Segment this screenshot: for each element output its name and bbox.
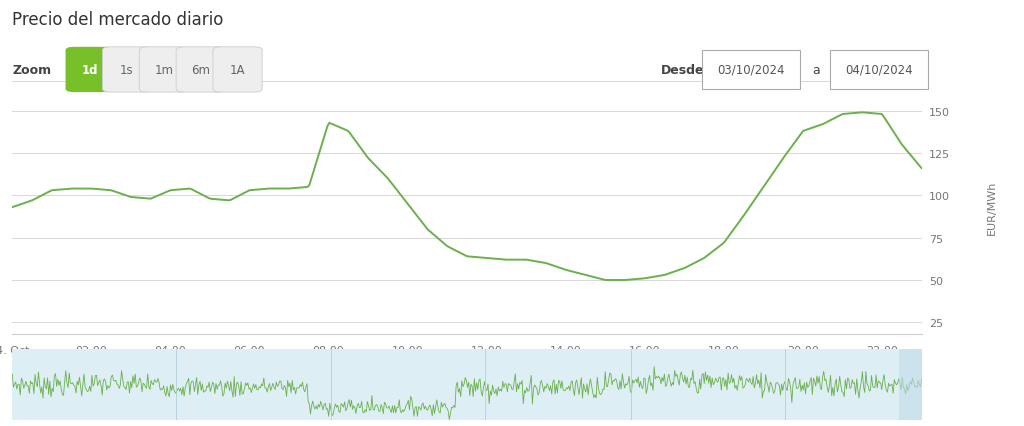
Text: Zoom: Zoom [12,64,51,77]
Text: Precio del mercado diario: Precio del mercado diario [12,11,223,29]
Text: 03/10/2024: 03/10/2024 [718,64,784,77]
Text: 1m: 1m [155,64,173,77]
Text: 1d: 1d [82,64,98,77]
Text: 1A: 1A [229,64,246,77]
Text: 1s: 1s [120,64,134,77]
Text: a: a [812,64,820,77]
Text: 04/10/2024: 04/10/2024 [845,64,913,77]
Y-axis label: EUR/MWh: EUR/MWh [987,181,997,235]
Bar [899,349,922,420]
Text: Desde: Desde [660,64,703,77]
Text: 6m: 6m [191,64,210,77]
